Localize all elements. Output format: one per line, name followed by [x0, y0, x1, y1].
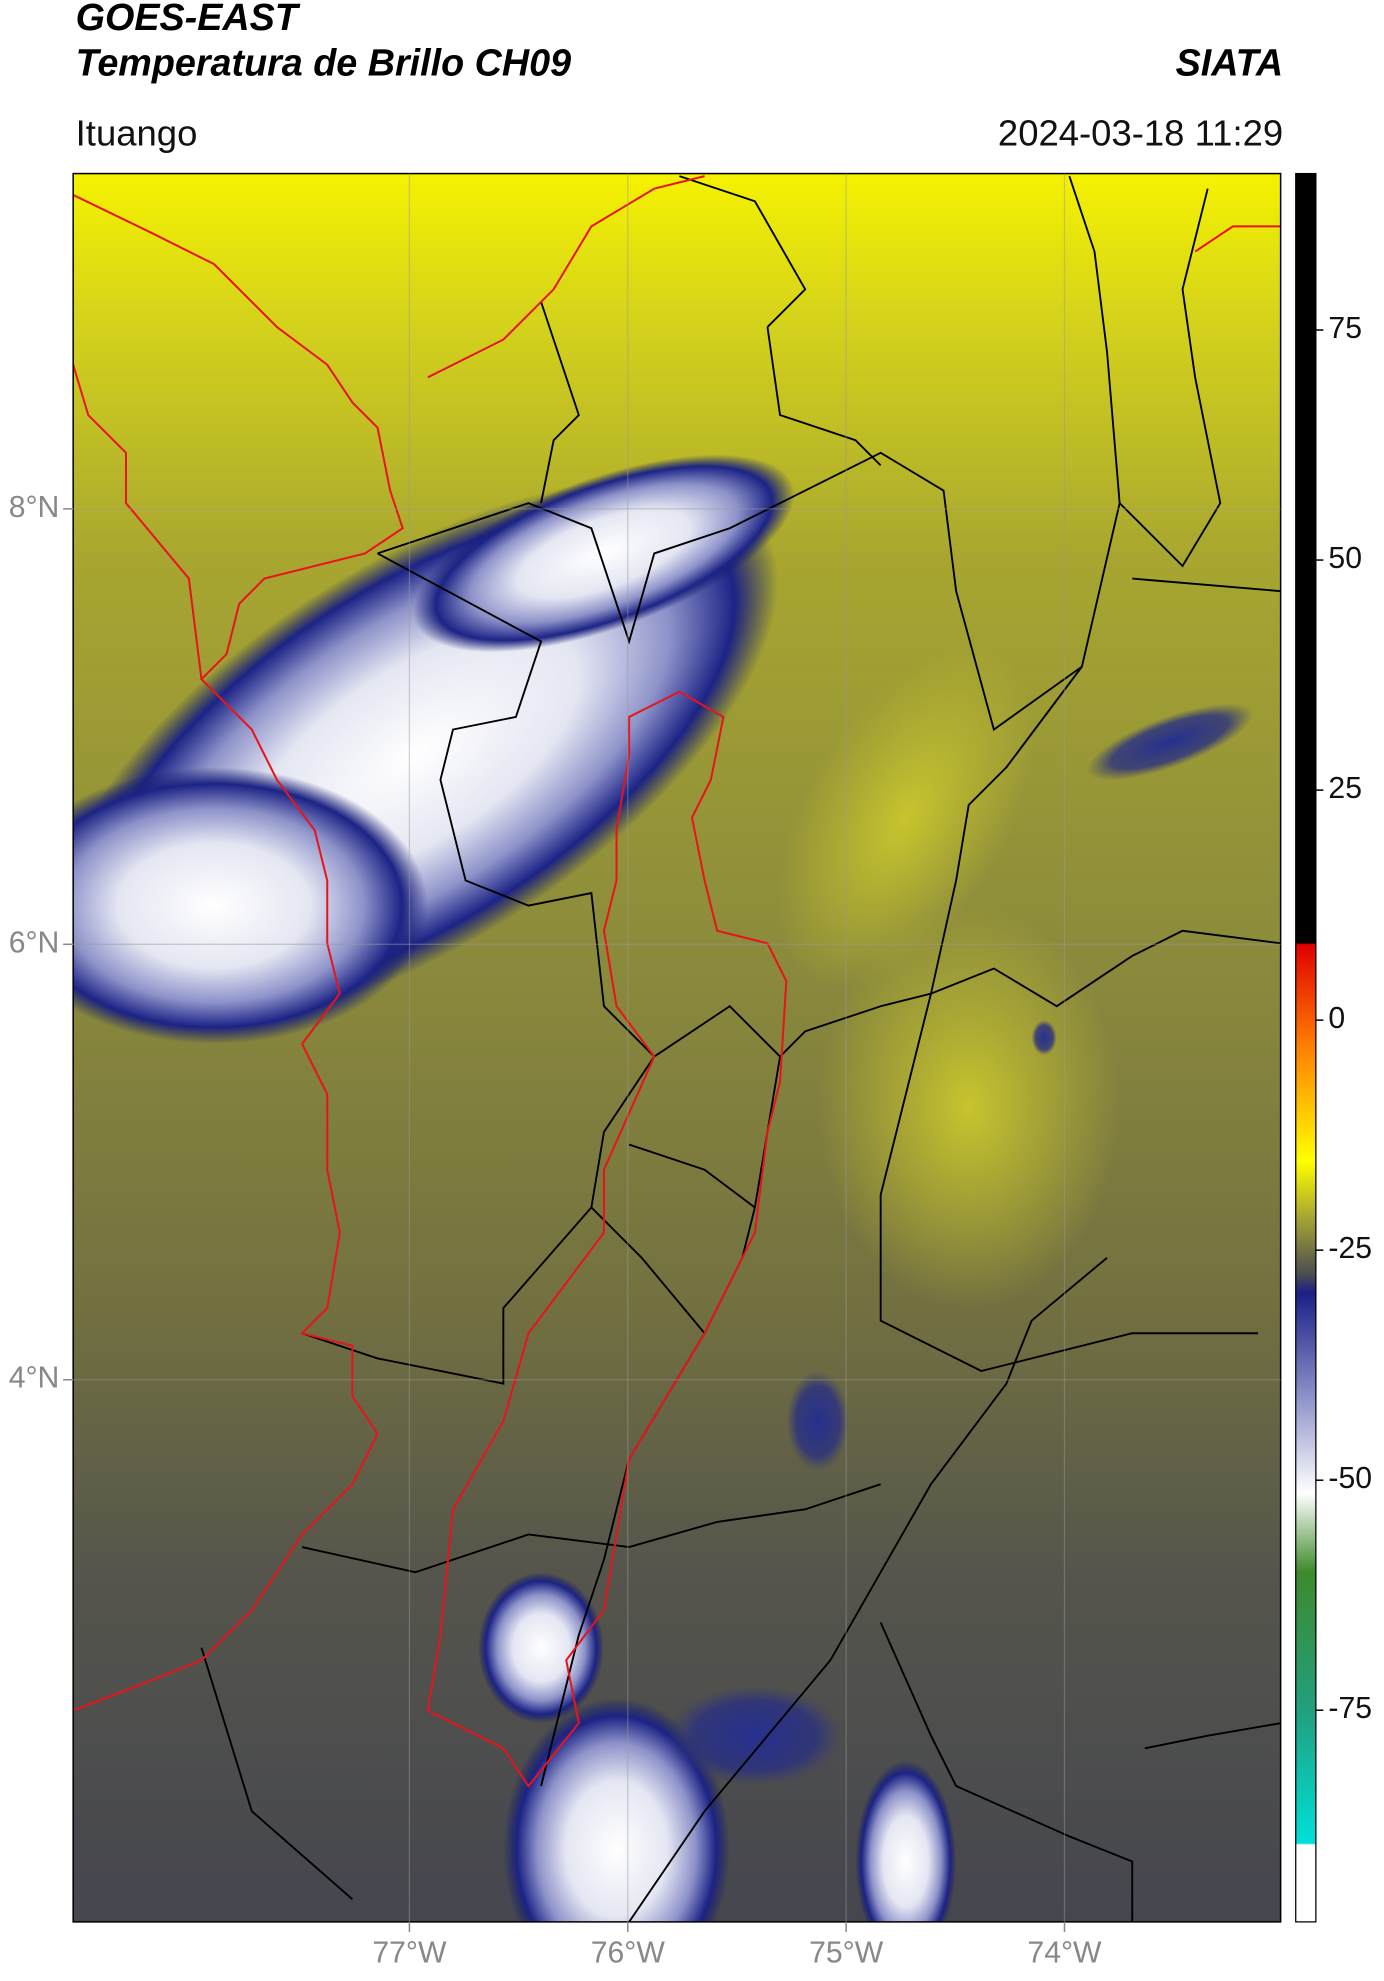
y-tick-label: 8°N — [9, 491, 60, 524]
colorbar-tick-label: 25 — [1328, 772, 1362, 805]
x-tick-label: 77°W — [372, 1937, 447, 1970]
colorbar-tick-label: 50 — [1328, 542, 1362, 575]
colorbar-tick-label: -25 — [1328, 1232, 1372, 1265]
subtitle: Temperatura de Brillo CH09 — [76, 41, 571, 83]
y-tick-label: 6°N — [9, 926, 60, 959]
source: SIATA — [1176, 41, 1284, 83]
y-tick-label: 4°N — [9, 1362, 60, 1395]
colorbar-tick-label: -50 — [1328, 1462, 1372, 1495]
colorbar-tick-label: 0 — [1328, 1002, 1345, 1035]
x-tick-label: 76°W — [591, 1937, 666, 1970]
title: GOES-EAST — [76, 0, 301, 38]
x-tick-label: 75°W — [809, 1937, 884, 1970]
map-frame — [72, 172, 1282, 1923]
location: Ituango — [76, 112, 198, 153]
colorbar-tick-label: 75 — [1328, 312, 1362, 345]
colorbar — [1295, 172, 1317, 1923]
x-tick-label: 74°W — [1027, 1937, 1102, 1970]
map-image — [73, 173, 1281, 1922]
timestamp: 2024-03-18 11:29 — [998, 112, 1283, 153]
colorbar-tick-label: -75 — [1328, 1692, 1372, 1725]
